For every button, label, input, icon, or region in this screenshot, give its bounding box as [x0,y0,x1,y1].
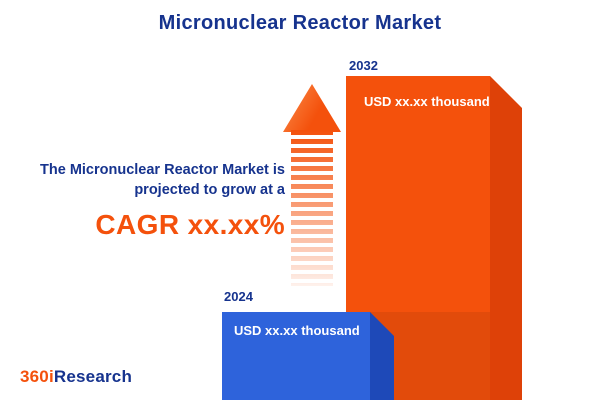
bar-2032-value-label: USD xx.xx thousand [364,94,490,109]
tagline-line1: The Micronuclear Reactor Market is [40,162,285,178]
up-arrow-head [283,84,341,132]
tagline: The Micronuclear Reactor Market is proje… [10,160,285,240]
brand-logo-suffix: Research [53,367,133,386]
bar-2024-side [370,312,394,400]
bar-2024-year-label: 2024 [224,289,253,304]
chart-title: Micronuclear Reactor Market [158,12,442,34]
bar-2032-side [490,76,522,400]
brand-logo-prefix: 360i [20,367,54,386]
up-arrow-stripes [291,130,333,286]
cagr-text: CAGR xx.xx% [95,209,285,240]
bar-2024-value-label: USD xx.xx thousand [234,323,360,338]
bar-2024-front [222,312,370,400]
up-arrow-icon [283,84,341,286]
brand-logo: 360iResearch [20,367,132,387]
bar-2032-year-label: 2032 [349,58,378,73]
tagline-line2: projected to grow at a [134,182,285,198]
